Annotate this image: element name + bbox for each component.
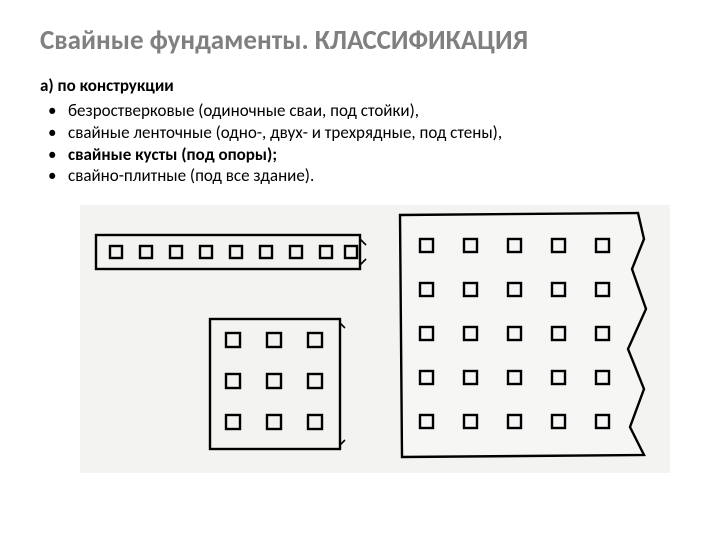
page-title: Свайные фундаменты. КЛАССИФИКАЦИЯ: [40, 24, 680, 57]
list-item: свайные кусты (под опоры);: [46, 144, 680, 166]
diagram-figure: [40, 199, 680, 479]
list-item: свайно-плитные (под все здание).: [46, 165, 680, 187]
list-item: безростверковые (одиночные сваи, под сто…: [46, 100, 680, 122]
bullet-list: безростверковые (одиночные сваи, под сто…: [40, 100, 680, 187]
list-item: свайные ленточные (одно-, двух- и трехря…: [46, 122, 680, 144]
section-label: а) по конструкции: [40, 75, 680, 96]
